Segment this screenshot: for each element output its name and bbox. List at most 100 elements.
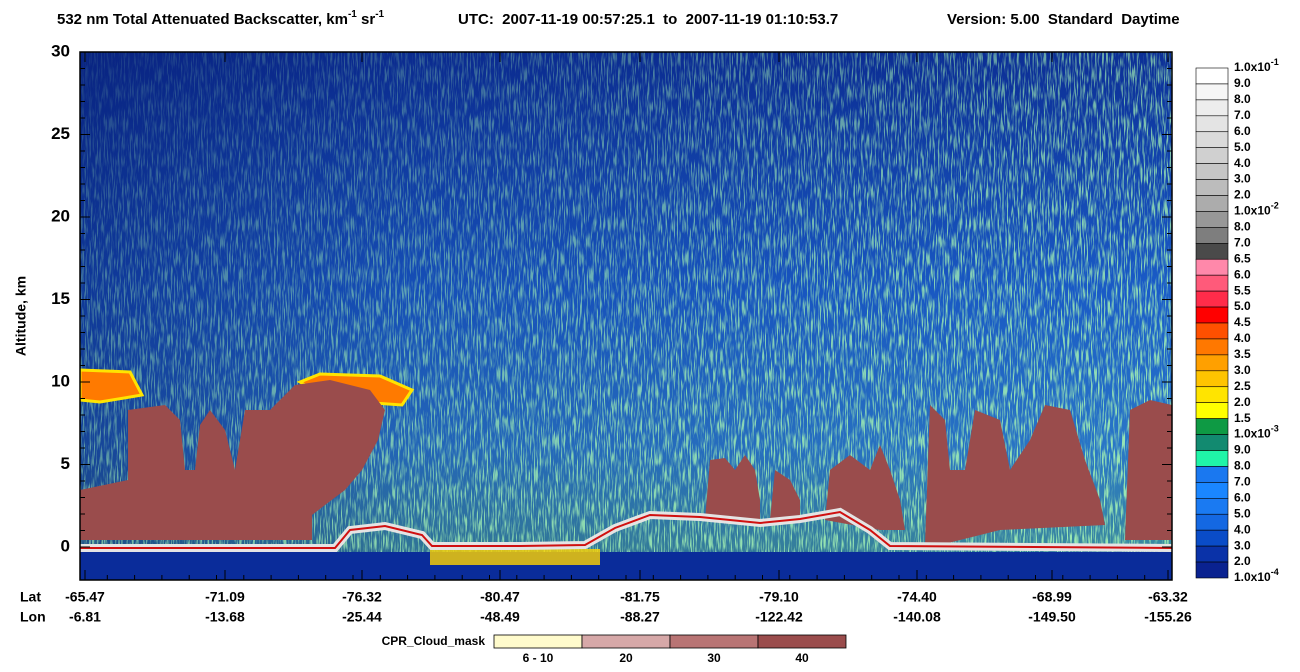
- colorbar-label: 9.0: [1234, 76, 1251, 90]
- y-tick-label: 5: [61, 454, 70, 473]
- colorbar-label: 7.0: [1234, 108, 1251, 122]
- colorbar-cell: [1195, 450, 1229, 467]
- y-tick-label: 25: [51, 124, 70, 143]
- colorbar-label: 6.5: [1234, 251, 1251, 265]
- x-tick-label: -122.42: [755, 609, 803, 625]
- colorbar-label-exponent: -4: [1271, 567, 1279, 577]
- colorbar-cell: [1195, 258, 1229, 276]
- colorbar-cell: [1195, 290, 1229, 308]
- cloud-mask-cell: [669, 634, 759, 649]
- colorbar-label: 7.0: [1234, 475, 1251, 489]
- x-tick-label: -149.50: [1028, 609, 1076, 625]
- colorbar-label: 4.0: [1234, 331, 1251, 345]
- colorbar-label: 1.0x10-3: [1234, 424, 1279, 441]
- colorbar-label: 8.0: [1234, 459, 1251, 473]
- colorbar-label-exponent: -1: [1271, 57, 1279, 67]
- cloud-mask-cell: [493, 634, 583, 649]
- x-tick-label: -71.09: [205, 589, 245, 605]
- cloud-mask-label: 40: [795, 651, 809, 665]
- x-tick-label: -13.68: [205, 609, 245, 625]
- colorbar-cell: [1195, 354, 1229, 372]
- y-axis-label: Altitude, km: [13, 276, 29, 356]
- colorbar-label: 8.0: [1234, 220, 1251, 234]
- colorbar-cell: [1195, 482, 1229, 499]
- colorbar-label: 3.5: [1234, 347, 1251, 361]
- colorbar-cell: [1195, 402, 1229, 419]
- colorbar-label: 2.0: [1234, 188, 1251, 202]
- title-exponent: -1: [348, 9, 357, 20]
- x-tick-label: -48.49: [480, 609, 520, 625]
- y-tick-label: 0: [61, 536, 70, 555]
- x-tick-label: -6.81: [69, 609, 101, 625]
- colorbar-cell: [1195, 418, 1229, 435]
- colorbar-cell: [1195, 338, 1229, 356]
- x-tick-label: -76.32: [342, 589, 382, 605]
- colorbar-label-exponent: -3: [1271, 424, 1279, 434]
- y-tick-label: 10: [51, 371, 70, 390]
- x-tick-label: -25.44: [342, 609, 382, 625]
- cloud-mask-label: 30: [707, 651, 721, 665]
- x-tick-label: -74.40: [897, 589, 937, 605]
- colorbar-cell: [1195, 561, 1229, 579]
- cloud-mask-cell: [581, 634, 671, 649]
- colorbar-label: 1.0x10-1: [1234, 57, 1279, 74]
- x-tick-label: -81.75: [620, 589, 660, 605]
- cloud-mask-title: CPR_Cloud_mask: [382, 634, 486, 648]
- version: Version: 5.00 Standard Daytime: [947, 11, 1180, 28]
- colorbar-label: 5.5: [1234, 283, 1251, 297]
- x-tick-label: -63.32: [1148, 589, 1188, 605]
- colorbar-label: 1.5: [1234, 411, 1251, 425]
- time-range: UTC: 2007-11-19 00:57:25.1 to 2007-11-19…: [458, 11, 838, 28]
- title-text: sr: [357, 11, 376, 28]
- x-row-label: Lat: [20, 589, 41, 605]
- colorbar-cell: [1195, 195, 1229, 212]
- colorbar-cell: [1195, 115, 1229, 133]
- colorbar-cell: [1195, 322, 1229, 340]
- colorbar-cell: [1195, 147, 1229, 164]
- title-text: 532 nm Total Attenuated Backscatter, km: [57, 11, 348, 28]
- cloud-mask-cell: [757, 634, 847, 649]
- colorbar-cell: [1195, 513, 1229, 531]
- x-tick-label: -65.47: [65, 589, 105, 605]
- backscatter-field: [80, 52, 1172, 580]
- colorbar-label: 1.0x10-2: [1234, 201, 1279, 218]
- colorbar-label: 3.0: [1234, 538, 1251, 552]
- x-tick-label: -88.27: [620, 609, 660, 625]
- colorbar-cell: [1195, 211, 1229, 228]
- colorbar-label: 8.0: [1234, 92, 1251, 106]
- colorbar-label-text: 1.0x10: [1234, 204, 1271, 218]
- colorbar-cell: [1195, 434, 1229, 451]
- y-tick-label: 20: [51, 206, 70, 225]
- colorbar-cell: [1195, 306, 1229, 324]
- colorbar-label: 3.0: [1234, 172, 1251, 186]
- cloud-mask-label: 6 - 10: [523, 651, 554, 665]
- title-exponent: -1: [375, 9, 384, 20]
- colorbar-cell: [1195, 67, 1229, 85]
- chart-title: 532 nm Total Attenuated Backscatter, km-…: [57, 9, 385, 28]
- colorbar-label: 5.0: [1234, 299, 1251, 313]
- colorbar-cell: [1195, 179, 1229, 196]
- colorbar-label-text: 1.0x10: [1234, 60, 1271, 74]
- x-tick-label: -140.08: [893, 609, 941, 625]
- x-row-label: Lon: [20, 609, 46, 625]
- colorbar-label: 6.0: [1234, 124, 1251, 138]
- colorbar-label: 7.0: [1234, 235, 1251, 249]
- colorbar-label: 1.0x10-4: [1234, 567, 1279, 584]
- y-tick-label: 30: [51, 41, 70, 60]
- colorbar-label: 5.0: [1234, 506, 1251, 520]
- colorbar-label: 3.0: [1234, 363, 1251, 377]
- colorbar-label: 9.0: [1234, 443, 1251, 457]
- colorbar-cell: [1195, 163, 1229, 180]
- y-tick-label: 15: [51, 289, 70, 308]
- colorbar-cell: [1195, 386, 1229, 403]
- x-tick-label: -79.10: [759, 589, 799, 605]
- colorbar-label: 6.0: [1234, 267, 1251, 281]
- colorbar-cell: [1195, 99, 1229, 117]
- colorbar-cell: [1195, 83, 1229, 101]
- colorbar-label: 4.0: [1234, 156, 1251, 170]
- colorbar-label: 2.0: [1234, 554, 1251, 568]
- colorbar-cell: [1195, 466, 1229, 483]
- colorbar-cell: [1195, 243, 1229, 260]
- cloud-mask-label: 20: [619, 651, 633, 665]
